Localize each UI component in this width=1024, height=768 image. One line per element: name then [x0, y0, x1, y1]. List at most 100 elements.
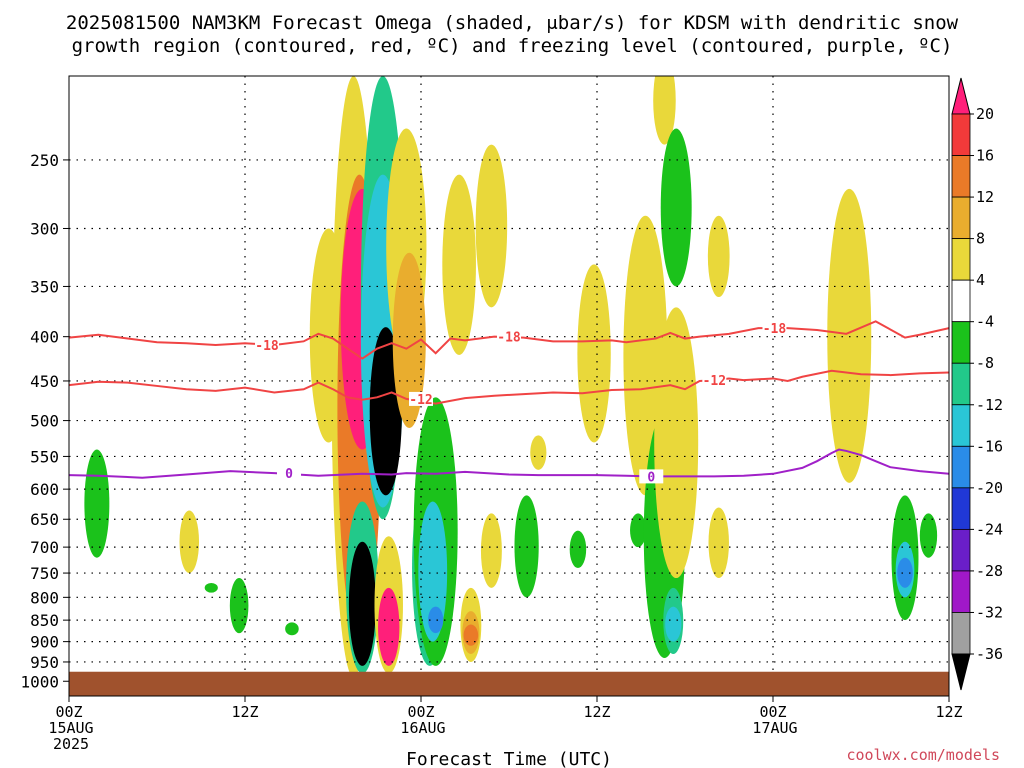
colorbar-label: -16 — [976, 437, 1003, 455]
omega-cell — [480, 513, 502, 588]
omega-cell — [475, 144, 508, 308]
omega-cell — [84, 449, 110, 558]
colorbar-label: -32 — [976, 603, 1003, 621]
plot-area: -18 -18 -18 -12 -12 0 0 — [68, 75, 950, 697]
plot-background — [69, 76, 949, 696]
colorbar-label: 20 — [976, 105, 994, 123]
temperature-contours: -18 -18 -18 -12 -12 0 0 — [68, 320, 950, 485]
omega-cell — [654, 307, 699, 579]
omega-cell — [463, 624, 479, 646]
contour-freezing-label-bg — [277, 466, 301, 481]
chart-title-line-2: growth region (contoured, red, ºC) and f… — [72, 35, 953, 57]
omega-cell — [179, 510, 200, 574]
omega-cell — [530, 435, 547, 470]
omega-cell — [392, 252, 426, 429]
y-tick-label: 550 — [30, 447, 59, 466]
y-tick-label: 300 — [30, 219, 59, 238]
colorbar-band — [951, 362, 971, 406]
omega-features — [84, 76, 938, 678]
omega-cell — [708, 507, 729, 579]
colorbar-label: 8 — [976, 230, 985, 248]
omega-cell — [428, 606, 444, 634]
y-tick-label: 350 — [30, 277, 59, 296]
ground-below-surface — [69, 671, 949, 696]
x-tick-label: 17AUG — [752, 719, 797, 737]
omega-cell — [707, 215, 730, 298]
plot-frame — [68, 75, 950, 697]
y-tick-label: 650 — [30, 510, 59, 529]
colorbar-bottom-arrow — [951, 653, 971, 691]
omega-cell — [442, 174, 476, 356]
contour-minus12-label-bg — [702, 373, 727, 388]
colorbar-band — [951, 321, 971, 364]
omega-cell — [665, 606, 682, 642]
omega-cell — [897, 557, 913, 588]
omega-cell — [569, 530, 587, 569]
colorbar-band — [951, 445, 971, 489]
colorbar-band — [951, 238, 971, 281]
x-tick-label: 00Z — [55, 703, 82, 721]
omega-cell — [630, 513, 647, 548]
colorbar-label: 4 — [976, 271, 985, 289]
y-tick-label: 800 — [30, 588, 59, 607]
x-tick-label: 00Z — [759, 703, 786, 721]
omega-cell — [660, 128, 692, 287]
y-tick-label: 950 — [30, 653, 59, 672]
colorbar-band — [951, 279, 971, 323]
y-tick-label: 750 — [30, 564, 59, 583]
contour-minus18-label-bg — [497, 329, 521, 344]
omega-cell — [418, 501, 448, 642]
chart-title-line-1: 2025081500 NAM3KM Forecast Omega (shaded… — [66, 12, 959, 34]
contour-minus12-line — [68, 369, 950, 405]
y-axis: 250 300 350 400 450 500 550 600 650 700 750 800 850 9… — [20, 151, 69, 691]
y-tick-label: 400 — [30, 328, 59, 347]
x-tick-label: 00Z — [407, 703, 434, 721]
y-tick-label: 850 — [30, 611, 59, 630]
omega-cell — [577, 264, 611, 443]
contour-minus18-label-bg — [762, 321, 787, 336]
colorbar-label: -24 — [976, 520, 1003, 538]
contour-minus18-label: -18 — [255, 339, 279, 354]
x-tick-label: 15AUG — [48, 719, 93, 737]
colorbar-label: -12 — [976, 396, 1003, 414]
colorbar-label: -36 — [976, 645, 1003, 663]
y-tick-label: 900 — [30, 633, 59, 652]
y-tick-label: 500 — [30, 412, 59, 431]
colorbar-band — [951, 155, 971, 198]
x-tick-label: 12Z — [935, 703, 962, 721]
omega-cell — [285, 622, 299, 636]
omega-cell — [514, 495, 539, 598]
colorbar-label: -4 — [976, 313, 994, 331]
site-credit: coolwx.com/models — [846, 746, 1000, 764]
colorbar-label: -20 — [976, 479, 1003, 497]
colorbar-top-arrow — [951, 77, 971, 115]
colorbar-band — [951, 113, 971, 156]
contour-minus12-label: -12 — [703, 374, 726, 389]
x-tick-label: 2025 — [53, 735, 89, 753]
omega-shading — [84, 76, 938, 678]
omega-cell — [919, 513, 938, 558]
omega-cell — [204, 582, 218, 593]
omega-cell — [653, 76, 676, 145]
colorbar-band — [951, 196, 971, 240]
colorbar-band — [951, 570, 971, 613]
y-tick-label: 1000 — [20, 672, 59, 691]
contour-freezing-label: 0 — [647, 470, 655, 485]
y-tick-label: 700 — [30, 538, 59, 557]
colorbar-band — [951, 404, 971, 447]
y-tick-label: 450 — [30, 372, 59, 391]
colorbar-label: -28 — [976, 562, 1003, 580]
omega-cell — [827, 188, 872, 483]
colorbar-label: 12 — [976, 188, 994, 206]
x-axis-label: Forecast Time (UTC) — [406, 749, 612, 768]
contour-freezing-label: 0 — [285, 467, 293, 482]
contour-minus18-label: -18 — [497, 331, 521, 346]
colorbar-band — [951, 528, 971, 572]
colorbar-band — [951, 612, 971, 655]
colorbar-label: -8 — [976, 354, 994, 372]
contour-minus12-label-bg — [409, 391, 433, 406]
x-tick-label: 16AUG — [400, 719, 445, 737]
contour-minus12-label: -12 — [409, 393, 432, 408]
